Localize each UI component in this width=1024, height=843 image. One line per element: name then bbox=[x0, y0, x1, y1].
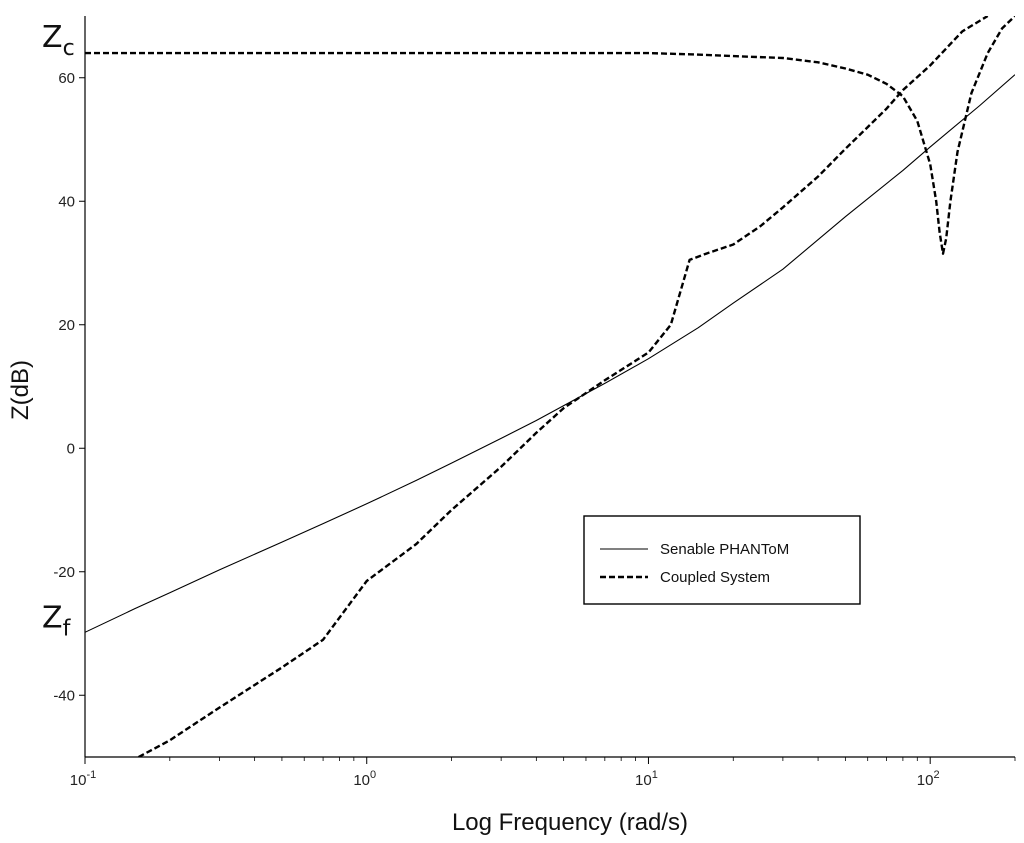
y-tick-label: 60 bbox=[58, 70, 75, 87]
y-tick-label: 20 bbox=[58, 317, 75, 334]
y-axis-label: Z(dB) bbox=[7, 360, 34, 420]
x-tick-label: 101 bbox=[635, 769, 658, 789]
legend-entry: Coupled System bbox=[660, 569, 770, 586]
y-tick-label: 0 bbox=[67, 440, 75, 457]
x-axis-label: Log Frequency (rad/s) bbox=[452, 809, 688, 836]
series-group bbox=[85, 16, 1015, 757]
series-line-2 bbox=[85, 16, 1015, 255]
annotation-zf: Zf bbox=[42, 601, 72, 642]
annotation-zc: Zc bbox=[42, 20, 75, 61]
ticks: -40 -20 0 20 40 60 10-1 100 101 102 bbox=[53, 70, 1016, 789]
axes bbox=[84, 16, 1015, 758]
legend-entry: Senable PHANToM bbox=[660, 541, 789, 558]
y-tick-label: -20 bbox=[53, 564, 75, 581]
x-tick-label: 100 bbox=[353, 769, 376, 789]
y-tick-label: -40 bbox=[53, 687, 75, 704]
legend-box bbox=[583, 515, 861, 605]
plot-area bbox=[85, 16, 1015, 757]
legend: Senable PHANToM Coupled System bbox=[583, 515, 861, 605]
annotations: Zc Zf bbox=[42, 20, 75, 641]
series-line-1 bbox=[138, 16, 989, 757]
series-line-0 bbox=[85, 74, 1015, 633]
y-tick-label: 40 bbox=[58, 193, 75, 210]
x-tick-label: 102 bbox=[917, 769, 940, 789]
x-tick-label: 10-1 bbox=[70, 769, 96, 789]
